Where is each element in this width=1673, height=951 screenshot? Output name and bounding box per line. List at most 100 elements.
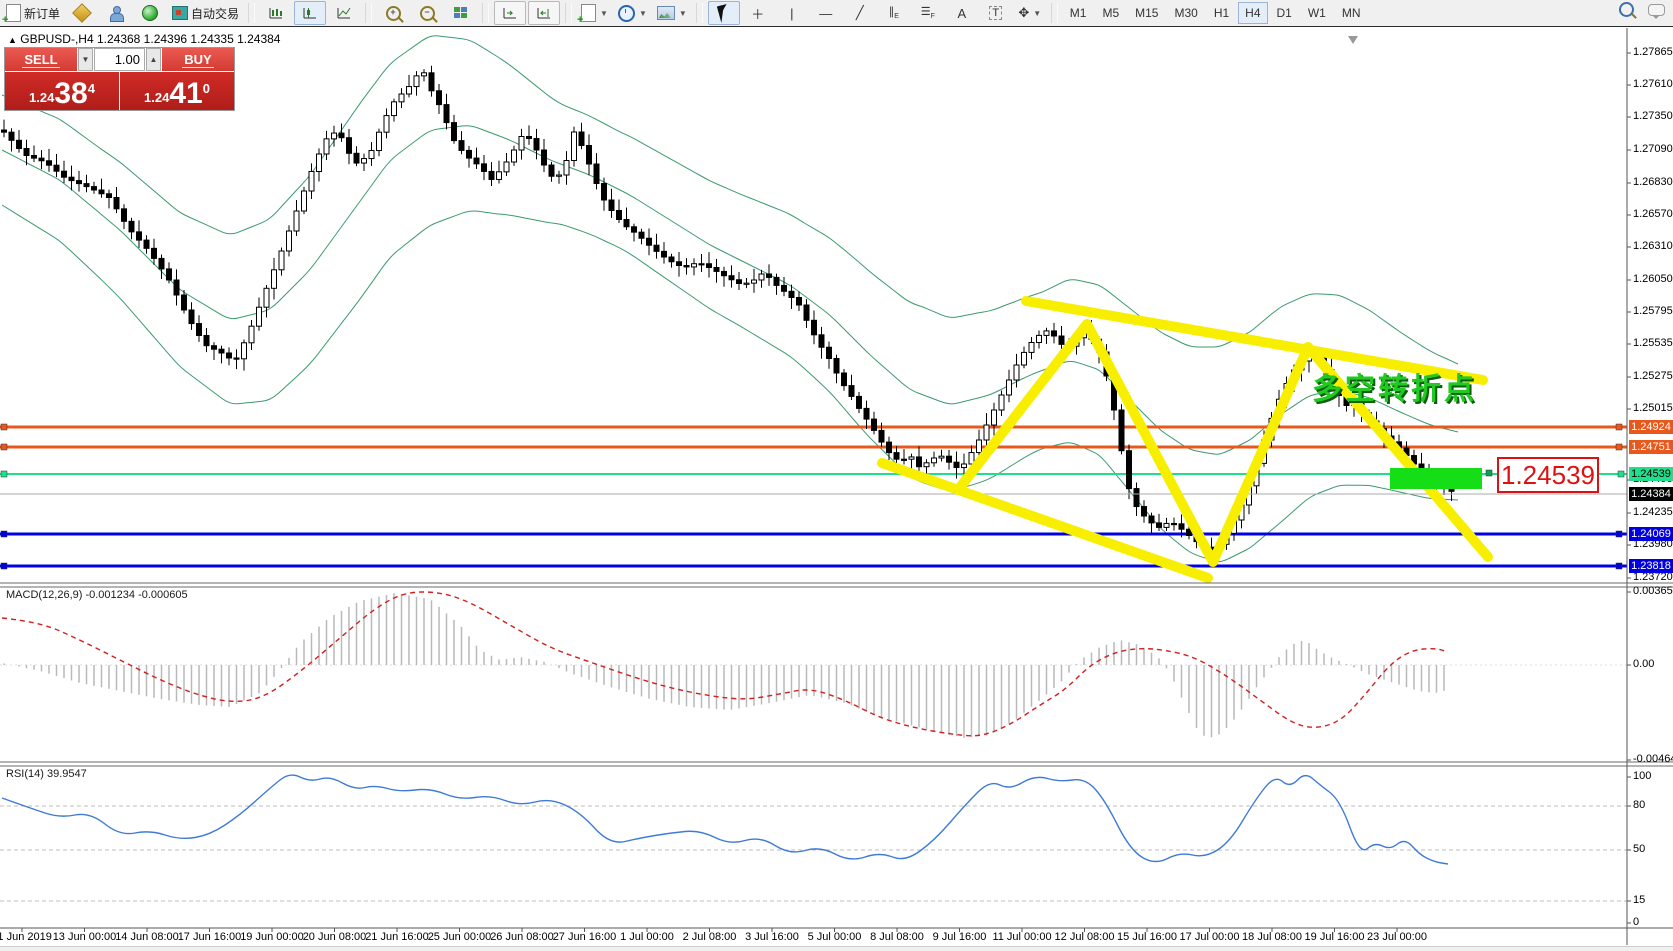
templates-button[interactable]: ▼ xyxy=(653,1,691,25)
bar-chart-button[interactable] xyxy=(260,1,292,25)
time-tick-label: 1 Jul 00:00 xyxy=(620,931,674,943)
vertical-line-tool-button[interactable]: | xyxy=(776,1,808,25)
vertical-line-icon: | xyxy=(790,5,794,21)
toolbar-separator xyxy=(695,3,703,23)
axis-tick-label: 1.25535 xyxy=(1633,337,1673,349)
text-tool-button[interactable]: A xyxy=(946,1,978,25)
volume-increase-button[interactable]: ▲ xyxy=(146,48,161,71)
line-chart-icon xyxy=(336,6,352,20)
auto-scroll-icon xyxy=(502,6,518,20)
axis-tick-label: -0.004645 xyxy=(1633,753,1673,765)
symbol-period: GBPUSD-,H4 xyxy=(20,32,94,46)
time-tick-label: 23 Jul 00:00 xyxy=(1367,931,1427,943)
text-label-icon: T xyxy=(989,6,1003,20)
axis-tick-label: 100 xyxy=(1633,770,1652,782)
time-tick-label: 20 Jun 08:00 xyxy=(302,931,367,943)
candlestick-chart-button[interactable] xyxy=(294,1,327,25)
autotrading-button[interactable]: 自动交易 xyxy=(168,1,243,25)
toolbar: + 新订单 自动交易 + − + ▼ ▼ ▼ ＋ | — ╱ ∥E ☰F A T xyxy=(0,0,1673,27)
price-level-label: 1.24384 xyxy=(1629,487,1673,501)
tile-windows-icon xyxy=(454,7,468,19)
rsi-label: RSI(14) 39.9547 xyxy=(6,768,87,780)
timeframe-button-m30[interactable]: M30 xyxy=(1174,6,1198,20)
axis-tick-label: 1.26830 xyxy=(1633,176,1673,188)
time-tick-label: 9 Jul 16:00 xyxy=(932,931,987,943)
new-order-icon: + xyxy=(2,4,21,26)
horizontal-line-tool-button[interactable]: — xyxy=(810,1,842,25)
time-tick-label: 26 Jun 08:00 xyxy=(490,931,554,943)
time-tick-label: 18 Jul 08:00 xyxy=(1242,931,1302,943)
timeframe-button-w1[interactable]: W1 xyxy=(1307,6,1326,20)
volume-stepper: ▼ 1.00 ▲ xyxy=(78,48,161,71)
price-level-label: 1.24069 xyxy=(1629,527,1673,541)
market-watch-button[interactable] xyxy=(100,1,132,25)
zoom-in-button[interactable]: + xyxy=(377,1,409,25)
search-icon[interactable] xyxy=(1619,2,1634,17)
new-chart-button[interactable]: + ▼ xyxy=(577,1,612,26)
crosshair-icon: ＋ xyxy=(751,6,765,22)
buy-price-tile[interactable]: 1.24 41 0 xyxy=(120,72,234,110)
time-tick-label: 3 Jul 16:00 xyxy=(745,931,799,943)
new-order-button[interactable]: + 新订单 xyxy=(2,1,64,26)
axis-tick-label: 1.25275 xyxy=(1633,370,1673,382)
timeframe-button-m15[interactable]: M15 xyxy=(1135,6,1159,20)
axis-tick-label: 1.25795 xyxy=(1633,305,1673,317)
chat-icon[interactable] xyxy=(1648,3,1665,19)
timeframe-button-mn[interactable]: MN xyxy=(1341,6,1361,20)
sell-label: SELL xyxy=(22,51,60,68)
arrows-tool-button[interactable]: ✥ ▼ xyxy=(1018,5,1042,20)
collapse-arrow-icon[interactable]: ▲ xyxy=(8,35,17,45)
buy-button[interactable]: BUY xyxy=(162,48,234,71)
timeframe-button-m5[interactable]: M5 xyxy=(1102,6,1120,20)
time-tick-label: 17 Jul 00:00 xyxy=(1179,931,1240,943)
axis-tick-label: 1.27610 xyxy=(1633,78,1673,90)
fibonacci-tool-button[interactable]: ☰F xyxy=(912,1,944,25)
price-level-label: 1.24924 xyxy=(1629,420,1673,434)
channel-tool-button[interactable]: ∥E xyxy=(878,1,910,25)
axis-tick-label: 1.23720 xyxy=(1633,571,1673,583)
axis-tick-label: 1.27350 xyxy=(1633,110,1673,122)
text-label-tool-button[interactable]: T xyxy=(980,1,1012,25)
timeframe-button-m1[interactable]: M1 xyxy=(1069,6,1087,20)
turning-point-annotation[interactable]: 多空转折点 xyxy=(1312,373,1477,406)
periods-button[interactable]: ▼ xyxy=(614,1,651,25)
chart-shift-button[interactable] xyxy=(528,1,561,25)
time-tick-label: 14 Jun 08:00 xyxy=(115,931,179,943)
data-window-button[interactable] xyxy=(134,1,166,25)
zoom-out-button[interactable]: − xyxy=(411,1,443,25)
status-bar xyxy=(0,946,1673,951)
cursor-tool-button[interactable] xyxy=(707,1,740,25)
macd-label: MACD(12,26,9) -0.001234 -0.000605 xyxy=(6,589,188,601)
volume-input[interactable]: 1.00 xyxy=(94,48,145,71)
timeframe-button-d1[interactable]: D1 xyxy=(1276,6,1292,20)
chart-title: ▲ GBPUSD-,H4 1.24368 1.24396 1.24335 1.2… xyxy=(8,32,280,46)
line-chart-button[interactable] xyxy=(328,1,360,25)
bar-chart-icon xyxy=(268,6,284,20)
zoom-in-icon: + xyxy=(385,5,401,21)
trendline-tool-button[interactable]: ╱ xyxy=(844,1,876,25)
template-icon xyxy=(656,6,675,20)
sell-price-tile[interactable]: 1.24 38 4 xyxy=(5,72,119,110)
zoom-out-icon: − xyxy=(419,5,435,21)
time-tick-label: 5 Jul 00:00 xyxy=(807,931,862,943)
axis-tick-label: 15 xyxy=(1633,894,1646,906)
auto-scroll-button[interactable] xyxy=(494,1,527,25)
volume-decrease-button[interactable]: ▼ xyxy=(78,48,93,71)
price-callout-box[interactable]: 1.24539 xyxy=(1497,457,1599,493)
axis-tick-label: 1.26570 xyxy=(1633,208,1673,220)
time-tick-label: 11 Jun 2019 xyxy=(0,931,52,943)
volume-value: 1.00 xyxy=(114,52,140,67)
sell-button[interactable]: SELL xyxy=(5,48,77,71)
new-chart-icon: + xyxy=(577,4,597,26)
axis-tick-label: 0.003658 xyxy=(1633,585,1673,597)
text-icon: A xyxy=(957,5,967,21)
price-level-label: 1.24751 xyxy=(1629,440,1673,454)
time-tick-label: 27 Jun 16:00 xyxy=(552,931,617,943)
crosshair-tool-button[interactable]: ＋ xyxy=(742,1,774,25)
autotrading-icon xyxy=(172,6,189,20)
timeframe-button-h4[interactable]: H4 xyxy=(1238,2,1268,24)
price-level-label: 1.23818 xyxy=(1629,559,1673,573)
tile-windows-button[interactable] xyxy=(445,1,477,25)
timeframe-button-h1[interactable]: H1 xyxy=(1213,6,1230,20)
